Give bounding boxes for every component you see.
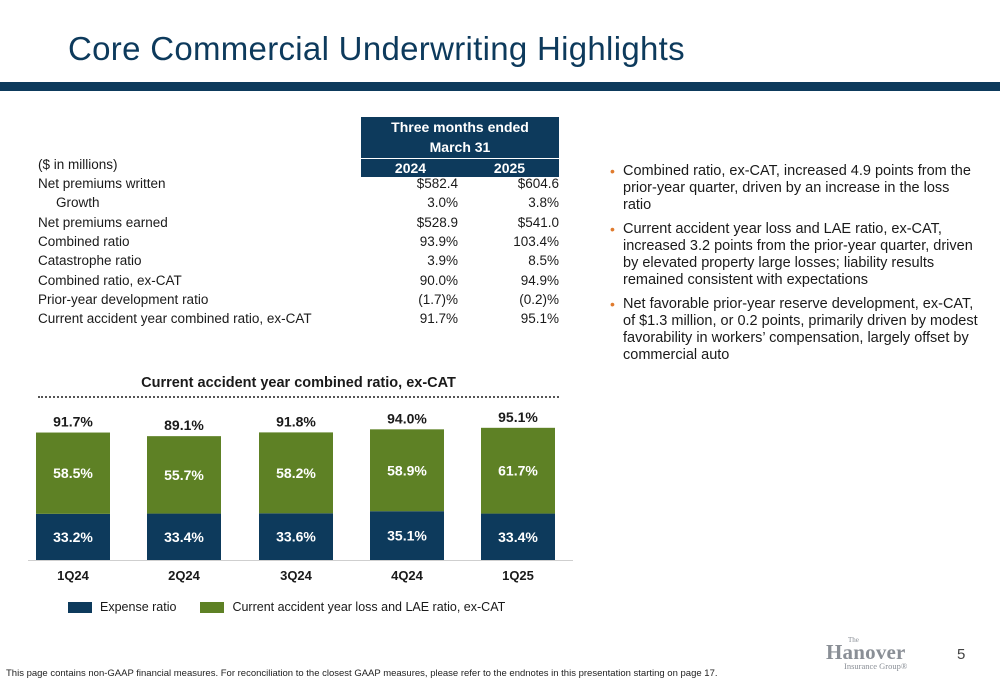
row-value-2024: 90.0% (419, 272, 458, 288)
bullet-dot-icon: • (610, 221, 615, 237)
data-label-expense: 33.4% (498, 529, 538, 545)
bar-expense-1Q25 (481, 513, 555, 560)
units-label: ($ in millions) (38, 157, 118, 172)
table-row: Current accident year combined ratio, ex… (38, 309, 559, 328)
chart-title-divider (38, 396, 559, 398)
row-value-2025: 8.5% (528, 253, 559, 269)
row-value-2024: 91.7% (419, 311, 458, 327)
table-row: Combined ratio 93.9% 103.4% (38, 232, 559, 251)
row-value-2024: $528.9 (416, 214, 458, 230)
data-label-expense: 33.2% (53, 529, 93, 545)
row-label: Combined ratio (38, 233, 130, 249)
bar-loss-1Q25 (481, 427, 555, 514)
data-label-loss: 58.9% (387, 462, 427, 478)
bullet-item: • Net favorable prior-year reserve develo… (610, 296, 978, 363)
year-2024-header: 2024 (394, 160, 427, 176)
data-label-expense: 33.6% (276, 529, 316, 545)
bar-expense-4Q24 (370, 511, 444, 560)
stacked-bar-chart: 33.2% 58.5% 91.7% 1Q24 33.4% 55.7% 89.1% 2Q24 33… (28, 409, 573, 583)
bar-loss-1Q24 (36, 432, 110, 514)
table-row: Combined ratio, ex-CAT 90.0% 94.9% (38, 271, 559, 290)
logo-the: The (848, 636, 859, 644)
data-label-total: 89.1% (164, 417, 204, 433)
row-value-2025: (0.2)% (519, 291, 559, 307)
table-row: Net premiums earned $528.9 $541.0 (38, 213, 559, 232)
data-label-loss: 58.5% (53, 465, 93, 481)
row-label: Growth (56, 195, 100, 211)
data-label-expense: 33.4% (164, 529, 204, 545)
legend-swatch-loss (200, 601, 225, 613)
legend-label-loss: Current accident year loss and LAE ratio… (232, 600, 506, 614)
x-tick-label: 3Q24 (280, 568, 313, 583)
bullet-dot-icon: • (610, 163, 615, 179)
page-title: Core Commercial Underwriting Highlights (68, 30, 685, 67)
bullet-item: • Current accident year loss and LAE rati… (610, 221, 973, 288)
row-value-2025: 3.8% (528, 195, 559, 211)
commentary-bullets: • Combined ratio, ex-CAT, increased 4.9 p… (610, 163, 980, 371)
row-value-2024: 93.9% (419, 233, 458, 249)
bar-loss-3Q24 (259, 432, 333, 514)
data-label-expense: 35.1% (387, 528, 427, 544)
table-header: Three months ended March 31 2024 2025 (361, 117, 559, 177)
units-label-row: ($ in millions) (38, 155, 559, 174)
legend-swatch-expense (68, 601, 92, 613)
title-rule (0, 82, 1000, 91)
row-label: Prior-year development ratio (38, 291, 209, 307)
bar-loss-2Q24 (147, 436, 221, 514)
table-header-caption-line2: March 31 (429, 139, 491, 155)
data-label-total: 91.8% (276, 413, 316, 429)
data-label-loss: 55.7% (164, 467, 204, 483)
data-label-loss: 61.7% (498, 463, 538, 479)
row-label: Net premiums earned (38, 214, 168, 230)
data-label-total: 95.1% (498, 409, 538, 425)
data-label-total: 91.7% (53, 414, 93, 430)
row-label: Current accident year combined ratio, ex… (38, 311, 312, 327)
table-row: Net premiums written $582.4 $604.6 (38, 174, 559, 193)
bullet-dot-icon: • (610, 296, 615, 312)
bar-expense-3Q24 (259, 513, 333, 560)
x-tick-label: 1Q24 (57, 568, 90, 583)
data-label-total: 94.0% (387, 410, 427, 426)
year-2025-header: 2025 (493, 160, 526, 176)
bar-loss-4Q24 (370, 429, 444, 512)
x-tick-label: 4Q24 (391, 568, 424, 583)
row-value-2024: (1.7)% (418, 291, 458, 307)
row-value-2025: 95.1% (520, 311, 559, 327)
row-value-2024: 3.0% (427, 195, 458, 211)
row-value-2025: $541.0 (517, 214, 559, 230)
row-value-2025: $604.6 (517, 176, 559, 191)
chart-legend: Expense ratio Current accident year loss… (68, 600, 529, 614)
legend-label-expense: Expense ratio (100, 600, 177, 614)
x-tick-label: 1Q25 (502, 568, 534, 583)
table-row: Prior-year development ratio (1.7)% (0.2)% (38, 290, 559, 309)
table-header-years: 2024 2025 (361, 158, 559, 177)
hanover-logo: The Hanover Insurance Group® (826, 636, 930, 671)
data-label-loss: 58.2% (276, 465, 316, 481)
table-row: Catastrophe ratio 3.9% 8.5% (38, 251, 559, 270)
x-tick-label: 2Q24 (168, 568, 201, 583)
legend-item-expense: Expense ratio (68, 600, 176, 614)
row-value-2024: 3.9% (427, 253, 458, 269)
logo-main: Hanover (826, 640, 906, 664)
legend-item-loss: Current accident year loss and LAE ratio… (200, 600, 505, 614)
bar-expense-1Q24 (36, 513, 110, 560)
row-label: Net premiums written (38, 176, 166, 191)
logo-sub: Insurance Group® (844, 661, 908, 671)
page-number: 5 (957, 646, 966, 663)
row-value-2025: 94.9% (520, 272, 559, 288)
row-value-2024: $582.4 (416, 176, 458, 191)
bullet-item: • Combined ratio, ex-CAT, increased 4.9 p… (610, 163, 971, 213)
bar-expense-2Q24 (147, 513, 221, 560)
row-label: Combined ratio, ex-CAT (38, 272, 182, 288)
table-row: Growth 3.0% 3.8% (38, 193, 559, 212)
row-value-2025: 103.4% (513, 233, 559, 249)
table-header-caption-line1: Three months ended (391, 119, 529, 135)
footnote: This page contains non-GAAP financial me… (6, 668, 718, 679)
row-label: Catastrophe ratio (38, 253, 142, 269)
chart-title: Current accident year combined ratio, ex… (141, 375, 456, 391)
